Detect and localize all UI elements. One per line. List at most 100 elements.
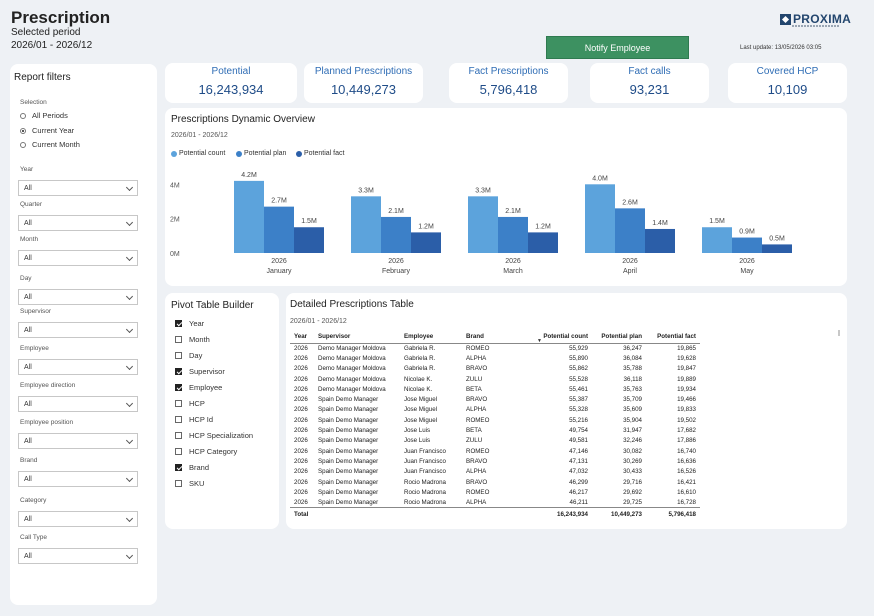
bar-data-label: 4.2M bbox=[241, 172, 257, 179]
legend-potential-count[interactable]: Potential count bbox=[171, 150, 225, 157]
table-cell: 55,528 bbox=[569, 375, 588, 383]
pivot-option-year[interactable]: Year bbox=[175, 319, 204, 328]
filter-dropdown-call-type[interactable]: All bbox=[18, 548, 138, 564]
filter-dropdown-month[interactable]: All bbox=[18, 250, 138, 266]
kpi-fact-prescriptions: Fact Prescriptions 5,796,418 bbox=[449, 63, 568, 103]
table-row[interactable]: 2026 Demo Manager Moldova Gabriela R. ROMEO… bbox=[290, 343, 700, 353]
kpi-value: 10,109 bbox=[767, 82, 808, 97]
filter-label-employee-position: Employee position bbox=[20, 419, 74, 426]
filter-dropdown-employee-position[interactable]: All bbox=[18, 433, 138, 449]
kpi-value: 10,449,273 bbox=[330, 82, 397, 97]
report-filters-panel: Report filters Selection All Periods Curr… bbox=[10, 64, 157, 605]
checkbox-checked-icon bbox=[175, 464, 182, 471]
table-row[interactable]: 2026 Spain Demo Manager Jose Miguel ALPHA 55… bbox=[290, 405, 700, 415]
pivot-title: Pivot Table Builder bbox=[171, 300, 254, 311]
table-row[interactable]: 2026 Spain Demo Manager Jose Luis ZULU 49,58… bbox=[290, 436, 700, 446]
table-row[interactable]: 2026 Spain Demo Manager Juan Francisco ROME… bbox=[290, 446, 700, 456]
pivot-option-employee[interactable]: Employee bbox=[175, 383, 222, 392]
column-header-potential-fact[interactable]: Potential fact bbox=[646, 330, 700, 344]
table-row[interactable]: 2026 Spain Demo Manager Rocio Madrona ROMEO… bbox=[290, 487, 700, 497]
page-title: Prescription bbox=[11, 8, 111, 27]
bar-data-label: 3.3M bbox=[475, 187, 491, 194]
pivot-option-day[interactable]: Day bbox=[175, 351, 202, 360]
table-row[interactable]: 2026 Demo Manager Moldova Nicolae K. BETA 55… bbox=[290, 384, 700, 394]
radio-unselected-icon bbox=[20, 112, 26, 119]
table-row[interactable]: 2026 Spain Demo Manager Juan Francisco ALPH… bbox=[290, 467, 700, 477]
table-cell: 19,833 bbox=[677, 406, 696, 414]
kpi-value: 93,231 bbox=[629, 82, 670, 97]
sort-descending-icon[interactable]: ▼ bbox=[537, 338, 542, 344]
x-tick-month-label: January bbox=[267, 268, 292, 275]
table-row[interactable]: 2026 Spain Demo Manager Jose Miguel ROMEO 55… bbox=[290, 415, 700, 425]
radio-current-month[interactable]: Current Month bbox=[20, 140, 80, 149]
kpi-potential: Potential 16,243,934 bbox=[165, 63, 297, 103]
table-row[interactable]: 2026 Demo Manager Moldova Nicolae K. ZULU 55… bbox=[290, 374, 700, 384]
legend-label: Potential fact bbox=[304, 150, 345, 157]
table-cell: BETA bbox=[466, 427, 482, 435]
filter-dropdown-category[interactable]: All bbox=[18, 511, 138, 527]
total-potential-plan: 10,449,273 bbox=[592, 507, 646, 520]
table-row[interactable]: 2026 Demo Manager Moldova Gabriela R. BRAVO… bbox=[290, 364, 700, 374]
column-header-supervisor[interactable]: Supervisor bbox=[314, 330, 400, 344]
table-cell: BETA bbox=[466, 385, 482, 393]
filter-label-year: Year bbox=[20, 166, 34, 173]
table-cell: 2026 bbox=[294, 457, 308, 465]
legend-potential-fact[interactable]: Potential fact bbox=[296, 150, 344, 157]
pivot-option-hcp[interactable]: HCP bbox=[175, 399, 205, 408]
chevron-down-icon bbox=[125, 436, 134, 445]
pivot-option-label: HCP Category bbox=[189, 447, 238, 456]
filter-dropdown-employee-direction[interactable]: All bbox=[18, 396, 138, 412]
filter-dropdown-year[interactable]: All bbox=[18, 180, 138, 196]
bar-potential-fact bbox=[645, 228, 675, 253]
radio-current-year[interactable]: Current Year bbox=[20, 126, 74, 135]
x-tick-year-label: 2026 bbox=[739, 258, 755, 265]
vertical-scrollbar[interactable] bbox=[838, 330, 840, 336]
legend-potential-plan[interactable]: Potential plan bbox=[236, 150, 286, 157]
filter-dropdown-brand[interactable]: All bbox=[18, 471, 138, 487]
filter-dropdown-employee[interactable]: All bbox=[18, 359, 138, 375]
bar-potential-plan bbox=[381, 216, 411, 253]
filter-label-month: Month bbox=[20, 236, 39, 243]
filter-dropdown-supervisor[interactable]: All bbox=[18, 322, 138, 338]
table-row[interactable]: 2026 Spain Demo Manager Rocio Madrona BRAVO… bbox=[290, 477, 700, 487]
notify-employee-button[interactable]: Notify Employee bbox=[546, 36, 689, 59]
pivot-option-hcp-category[interactable]: HCP Category bbox=[175, 447, 237, 456]
filter-dropdown-quarter[interactable]: All bbox=[18, 215, 138, 231]
column-header-employee[interactable]: Employee bbox=[400, 330, 462, 344]
radio-label: Current Month bbox=[32, 140, 80, 149]
table-row[interactable]: 2026 Spain Demo Manager Jose Miguel BRAVO 55… bbox=[290, 394, 700, 404]
legend-swatch bbox=[236, 150, 242, 157]
column-header-year[interactable]: Year bbox=[290, 330, 314, 344]
table-cell: ROMEO bbox=[466, 344, 490, 352]
radio-all-periods[interactable]: All Periods bbox=[20, 111, 68, 120]
bar-potential-plan bbox=[732, 237, 762, 253]
column-header-potential-plan[interactable]: Potential plan bbox=[592, 330, 646, 344]
table-cell: ALPHA bbox=[466, 498, 487, 506]
pivot-option-sku[interactable]: SKU bbox=[175, 479, 204, 488]
pivot-option-hcp-specialization[interactable]: HCP Specialization bbox=[175, 431, 253, 440]
table-cell: 46,211 bbox=[569, 498, 588, 506]
pivot-option-brand[interactable]: Brand bbox=[175, 463, 209, 472]
pivot-option-month[interactable]: Month bbox=[175, 335, 210, 344]
dropdown-value: All bbox=[24, 326, 32, 334]
table-row[interactable]: 2026 Demo Manager Moldova Gabriela R. ALPHA… bbox=[290, 353, 700, 363]
checkbox-unchecked-icon bbox=[175, 480, 182, 487]
table-cell: 55,461 bbox=[569, 385, 588, 393]
table-row[interactable]: 2026 Spain Demo Manager Jose Luis BETA 49,75… bbox=[290, 425, 700, 435]
pivot-option-supervisor[interactable]: Supervisor bbox=[175, 367, 225, 376]
column-header-potential-count[interactable]: Potential count bbox=[534, 330, 592, 344]
table-cell: Demo Manager Moldova bbox=[318, 354, 386, 362]
table-cell: 2026 bbox=[294, 468, 308, 476]
table-row[interactable]: 2026 Spain Demo Manager Juan Francisco BRAV… bbox=[290, 456, 700, 466]
pivot-option-label: SKU bbox=[189, 479, 205, 488]
table-row[interactable]: 2026 Spain Demo Manager Rocio Madrona ALPHA… bbox=[290, 497, 700, 507]
proxima-logo-icon bbox=[780, 13, 791, 25]
x-tick-year-label: 2026 bbox=[622, 258, 638, 265]
pivot-option-label: HCP Specialization bbox=[189, 431, 254, 440]
column-header-brand[interactable]: Brand bbox=[462, 330, 534, 344]
dropdown-value: All bbox=[24, 293, 32, 301]
radio-unselected-icon bbox=[20, 141, 26, 148]
pivot-option-hcp-id[interactable]: HCP Id bbox=[175, 415, 213, 424]
filter-dropdown-day[interactable]: All bbox=[18, 289, 138, 305]
table-cell: 17,682 bbox=[677, 427, 696, 435]
